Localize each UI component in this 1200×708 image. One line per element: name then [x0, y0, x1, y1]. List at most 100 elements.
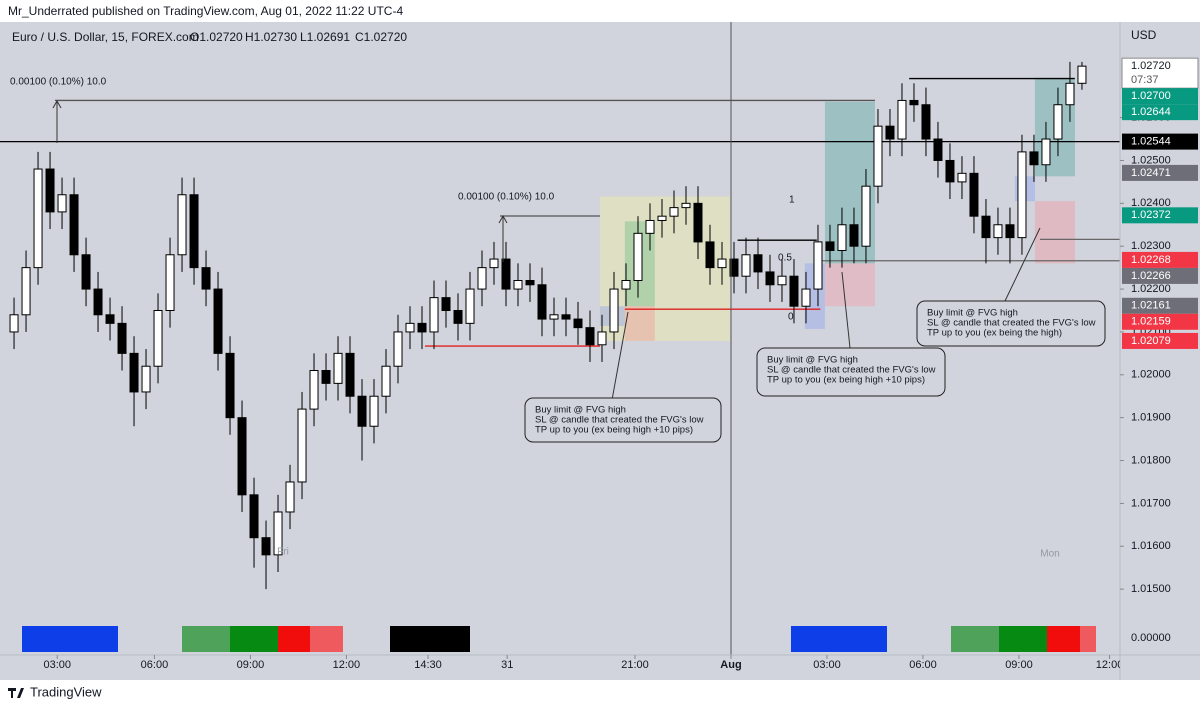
- y-tick-label: 1.01700: [1131, 497, 1171, 509]
- candle-body: [957, 172, 967, 183]
- candle-body: [513, 279, 523, 290]
- symbol: Euro / U.S. Dollar, 15, FOREX.com: [12, 30, 199, 44]
- callout-text: TP up to you (ex being the high): [927, 328, 1062, 339]
- candle-body: [237, 417, 247, 496]
- x-tick-label: 03:00: [813, 659, 841, 671]
- session-block: [278, 626, 310, 652]
- candle-body: [153, 309, 163, 367]
- y-tick-label: 1.01800: [1131, 454, 1171, 466]
- candle-body: [849, 224, 859, 247]
- price-label-text: 1.02266: [1131, 270, 1171, 282]
- candle-body: [261, 537, 271, 556]
- callout-text: Buy limit @ FVG high: [927, 308, 1018, 319]
- candle-body: [417, 322, 427, 333]
- candle-body: [393, 331, 403, 367]
- candle-body: [537, 284, 547, 320]
- candle-body: [225, 352, 235, 419]
- candle-body: [573, 318, 583, 329]
- countdown: 07:37: [1131, 74, 1159, 86]
- candle-body: [477, 267, 487, 290]
- session-block: [999, 626, 1047, 652]
- annotation: Mon: [1040, 549, 1059, 560]
- candle-body: [1005, 224, 1015, 239]
- callout-text: TP up to you (ex being high +10 pips): [767, 375, 925, 386]
- candle-body: [1029, 151, 1039, 166]
- annotation: 0.5: [778, 253, 792, 264]
- candle-body: [405, 322, 415, 333]
- ohlc-low: L1.02691: [300, 30, 350, 44]
- candle-body: [93, 288, 103, 316]
- x-tick-label: 06:00: [141, 659, 169, 671]
- candle-body: [981, 215, 991, 239]
- x-tick-label: 03:00: [43, 659, 71, 671]
- callout-pointer: [1004, 227, 1041, 302]
- candle-body: [693, 202, 703, 243]
- callout-text: SL @ candle that created the FVG's low: [535, 415, 704, 426]
- footer-logo: TradingView: [8, 684, 102, 699]
- annotation: 0: [788, 312, 794, 323]
- candle-body: [201, 267, 211, 290]
- price-label-text: 1.02544: [1131, 136, 1171, 148]
- candle-body: [285, 481, 295, 513]
- candle-body: [609, 288, 619, 333]
- measure-arrows: [52, 99, 1041, 401]
- candle-body: [597, 331, 607, 346]
- price-label: [1122, 133, 1198, 150]
- candle-body: [969, 172, 979, 217]
- session-block: [1047, 626, 1080, 652]
- price-label-text: 1.02161: [1131, 300, 1171, 312]
- candle-body: [453, 309, 463, 324]
- candle-body: [249, 494, 259, 539]
- candle-body: [561, 314, 571, 320]
- price-label: [1122, 88, 1198, 105]
- price-label: [1122, 313, 1198, 330]
- y-tick-label: 1.02000: [1131, 369, 1171, 381]
- callout-text: Buy limit @ FVG high: [767, 355, 858, 366]
- candle-body: [909, 99, 919, 106]
- candle-body: [1077, 65, 1087, 84]
- candle-body: [141, 365, 151, 393]
- candle-body: [789, 275, 799, 307]
- price-label: [1122, 164, 1198, 181]
- candle-body: [885, 125, 895, 140]
- price-label-text: 1.02700: [1131, 90, 1171, 102]
- ohlc-close: C1.02720: [355, 30, 407, 44]
- session-block: [951, 626, 999, 652]
- session-block: [390, 626, 470, 652]
- candle-body: [297, 408, 307, 483]
- callout-text: SL @ candle that created the FVG's low: [927, 318, 1096, 329]
- price-label: [1122, 297, 1198, 314]
- candle-body: [717, 258, 727, 269]
- session-block: [22, 626, 118, 652]
- candle-body: [1065, 82, 1075, 106]
- y-tick-label: 1.01600: [1131, 540, 1171, 552]
- fvg-zone: [1034, 201, 1076, 264]
- y-tick-label: 1.02500: [1131, 154, 1171, 166]
- callout-pointer: [611, 311, 629, 401]
- chart-background: [0, 22, 1200, 680]
- candle-body: [669, 207, 679, 217]
- price-label: [1122, 104, 1198, 121]
- candle-body: [921, 104, 931, 140]
- x-tick-label: Aug: [720, 659, 741, 671]
- candle-body: [165, 254, 175, 311]
- candle-body: [129, 352, 139, 393]
- x-axis: 03:00 06:00 09:00 12:00 14:30 31 21:00 Aug 03:00…: [43, 655, 1120, 671]
- candle-body: [69, 194, 79, 256]
- price-label-text: 1.02471: [1131, 167, 1171, 179]
- ohlc-high: H1.02730: [245, 30, 297, 44]
- candle-body: [741, 254, 751, 277]
- price-label-text: 1.02644: [1131, 106, 1171, 118]
- x-tick-label: 14:30: [414, 659, 442, 671]
- candle-body: [645, 219, 655, 234]
- session-block: [182, 626, 230, 652]
- candle-body: [189, 194, 199, 269]
- price-label-text: 1.02372: [1131, 209, 1171, 221]
- candle-body: [1017, 151, 1027, 239]
- fvg-zone: [824, 263, 875, 307]
- callout-box: [756, 347, 946, 397]
- y-tick-label: 1.02400: [1131, 197, 1171, 209]
- candle-body: [705, 241, 715, 269]
- candle-body: [873, 125, 883, 187]
